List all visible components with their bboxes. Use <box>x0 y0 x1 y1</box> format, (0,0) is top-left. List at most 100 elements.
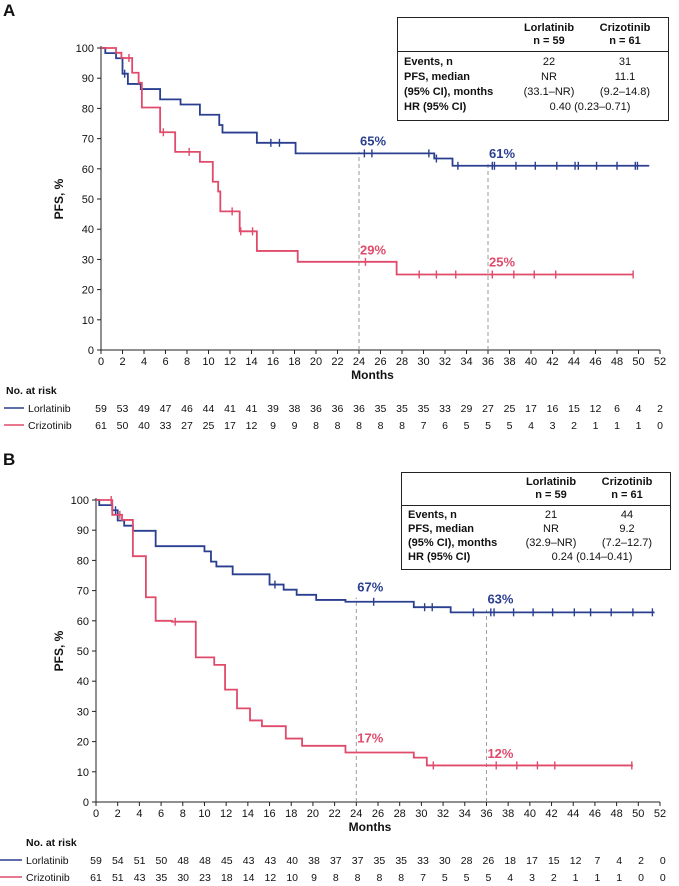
series-lorlatinib-line <box>96 499 655 614</box>
risk-count: 48 <box>177 855 189 867</box>
panel-b: B 0 2 4 6 8 10 12 14 16 18 20 22 24 26 28 30 32 34 36 38 40 4… <box>0 443 679 886</box>
risk-count: 14 <box>243 872 255 884</box>
y-tick-label: 60 <box>82 164 94 176</box>
y-axis-title: PFS, % <box>52 178 66 219</box>
risk-count: 15 <box>548 855 560 867</box>
risk-count: 12 <box>570 855 582 867</box>
risk-count: 4 <box>507 872 513 884</box>
risk-count: 5 <box>464 420 470 432</box>
risk-count: 50 <box>117 420 129 432</box>
legend-header-lorlatinib: Lorlatinib n = 59 <box>525 476 577 501</box>
risk-count: 30 <box>439 855 451 867</box>
risk-count: 8 <box>399 420 405 432</box>
y-tick-label: 60 <box>77 616 89 628</box>
x-tick-label: 38 <box>502 808 514 820</box>
risk-count: 12 <box>246 420 258 432</box>
series-crizotinib-line <box>101 47 634 276</box>
x-tick-label: 52 <box>654 356 666 368</box>
risk-count: 37 <box>352 855 364 867</box>
risk-count: 25 <box>203 420 215 432</box>
x-tick-label: 20 <box>307 808 319 820</box>
legend-row-events: Events, n 21 44 <box>408 509 634 521</box>
risk-count: 54 <box>112 855 124 867</box>
risk-count: 41 <box>224 403 236 415</box>
risk-count: 17 <box>526 855 538 867</box>
legend-header-lorlatinib: Lorlatinib n = 59 <box>523 22 575 47</box>
x-tick-label: 30 <box>415 808 427 820</box>
legend-row-ci: (95% CI), months (33.1–NR) (9.2–14.8) <box>404 86 651 98</box>
risk-count: 35 <box>418 403 430 415</box>
legend-row-hr: HR (95% CI) 0.24 (0.14–0.41) <box>408 551 633 563</box>
risk-count: 40 <box>286 855 298 867</box>
landmark-label-lorlatinib: 61% <box>489 146 515 161</box>
risk-count: 8 <box>355 872 361 884</box>
y-tick-label: 20 <box>77 737 89 749</box>
x-tick-label: 28 <box>396 356 408 368</box>
risk-count: 38 <box>289 403 301 415</box>
legend-header-crizotinib: Crizotinib n = 61 <box>601 476 653 501</box>
risk-count: 35 <box>375 403 387 415</box>
x-tick-label: 12 <box>220 808 232 820</box>
risk-count: 8 <box>356 420 362 432</box>
y-tick-label: 10 <box>77 767 89 779</box>
stats-legend-box: Lorlatinib n = 59 Crizotinib n = 61 Even… <box>401 472 671 570</box>
risk-count: 35 <box>396 403 408 415</box>
x-tick-label: 48 <box>610 808 622 820</box>
y-tick-label: 70 <box>82 134 94 146</box>
risk-count: 3 <box>529 872 535 884</box>
legend-divider <box>398 51 668 52</box>
y-tick-label: 20 <box>82 285 94 297</box>
risk-count: 36 <box>310 403 322 415</box>
risk-count: 61 <box>90 872 102 884</box>
risk-count: 23 <box>199 872 211 884</box>
x-tick-label: 6 <box>162 356 168 368</box>
risk-count: 27 <box>482 403 494 415</box>
legend-row-events: Events, n 22 31 <box>404 56 632 68</box>
risk-count: 9 <box>311 872 317 884</box>
risk-count: 2 <box>638 855 644 867</box>
risk-count: 9 <box>292 420 298 432</box>
risk-count: 47 <box>160 403 172 415</box>
x-tick-label: 26 <box>374 356 386 368</box>
risk-count: 0 <box>638 872 644 884</box>
x-tick-label: 8 <box>184 356 190 368</box>
risk-row-label: Lorlatinib <box>26 855 69 867</box>
x-tick-label: 30 <box>417 356 429 368</box>
x-tick-label: 0 <box>93 808 99 820</box>
x-tick-label: 4 <box>136 808 142 820</box>
risk-count: 33 <box>417 855 429 867</box>
risk-count: 29 <box>461 403 473 415</box>
x-tick-label: 44 <box>568 356 580 368</box>
x-tick-label: 52 <box>654 808 666 820</box>
risk-count: 7 <box>421 420 427 432</box>
risk-count: 26 <box>483 855 495 867</box>
risk-count: 45 <box>221 855 233 867</box>
x-tick-label: 46 <box>589 808 601 820</box>
risk-count: 61 <box>95 420 107 432</box>
landmark-label-lorlatinib: 63% <box>487 592 513 607</box>
risk-count: 1 <box>614 420 620 432</box>
risk-count: 2 <box>551 872 557 884</box>
risk-count: 59 <box>90 855 102 867</box>
y-tick-label: 90 <box>82 73 94 85</box>
km-plot-b: 0 2 4 6 8 10 12 14 16 18 20 22 24 26 28 30 32 34 36 38 40 42 4… <box>0 495 666 884</box>
y-tick-label: 80 <box>82 103 94 115</box>
risk-count: 50 <box>156 855 168 867</box>
legend-header-crizotinib: Crizotinib n = 61 <box>599 22 651 47</box>
risk-count: 33 <box>439 403 451 415</box>
x-tick-label: 40 <box>524 808 536 820</box>
landmark-label-crizotinib: 12% <box>487 746 513 761</box>
risk-count: 51 <box>134 855 146 867</box>
risk-table-title: No. at risk <box>26 837 77 849</box>
x-tick-label: 20 <box>310 356 322 368</box>
km-plot-a: 0 2 4 6 8 10 12 14 16 18 20 22 24 26 28 30 32 34 36 38 40 42 4… <box>4 43 666 432</box>
risk-count: 43 <box>243 855 255 867</box>
series-crizotinib-line <box>96 499 633 767</box>
x-tick-label: 2 <box>119 356 125 368</box>
x-tick-label: 16 <box>263 808 275 820</box>
x-tick-label: 46 <box>589 356 601 368</box>
risk-count: 7 <box>420 872 426 884</box>
risk-count: 1 <box>593 420 599 432</box>
y-tick-label: 100 <box>71 495 89 507</box>
y-tick-label: 30 <box>77 706 89 718</box>
